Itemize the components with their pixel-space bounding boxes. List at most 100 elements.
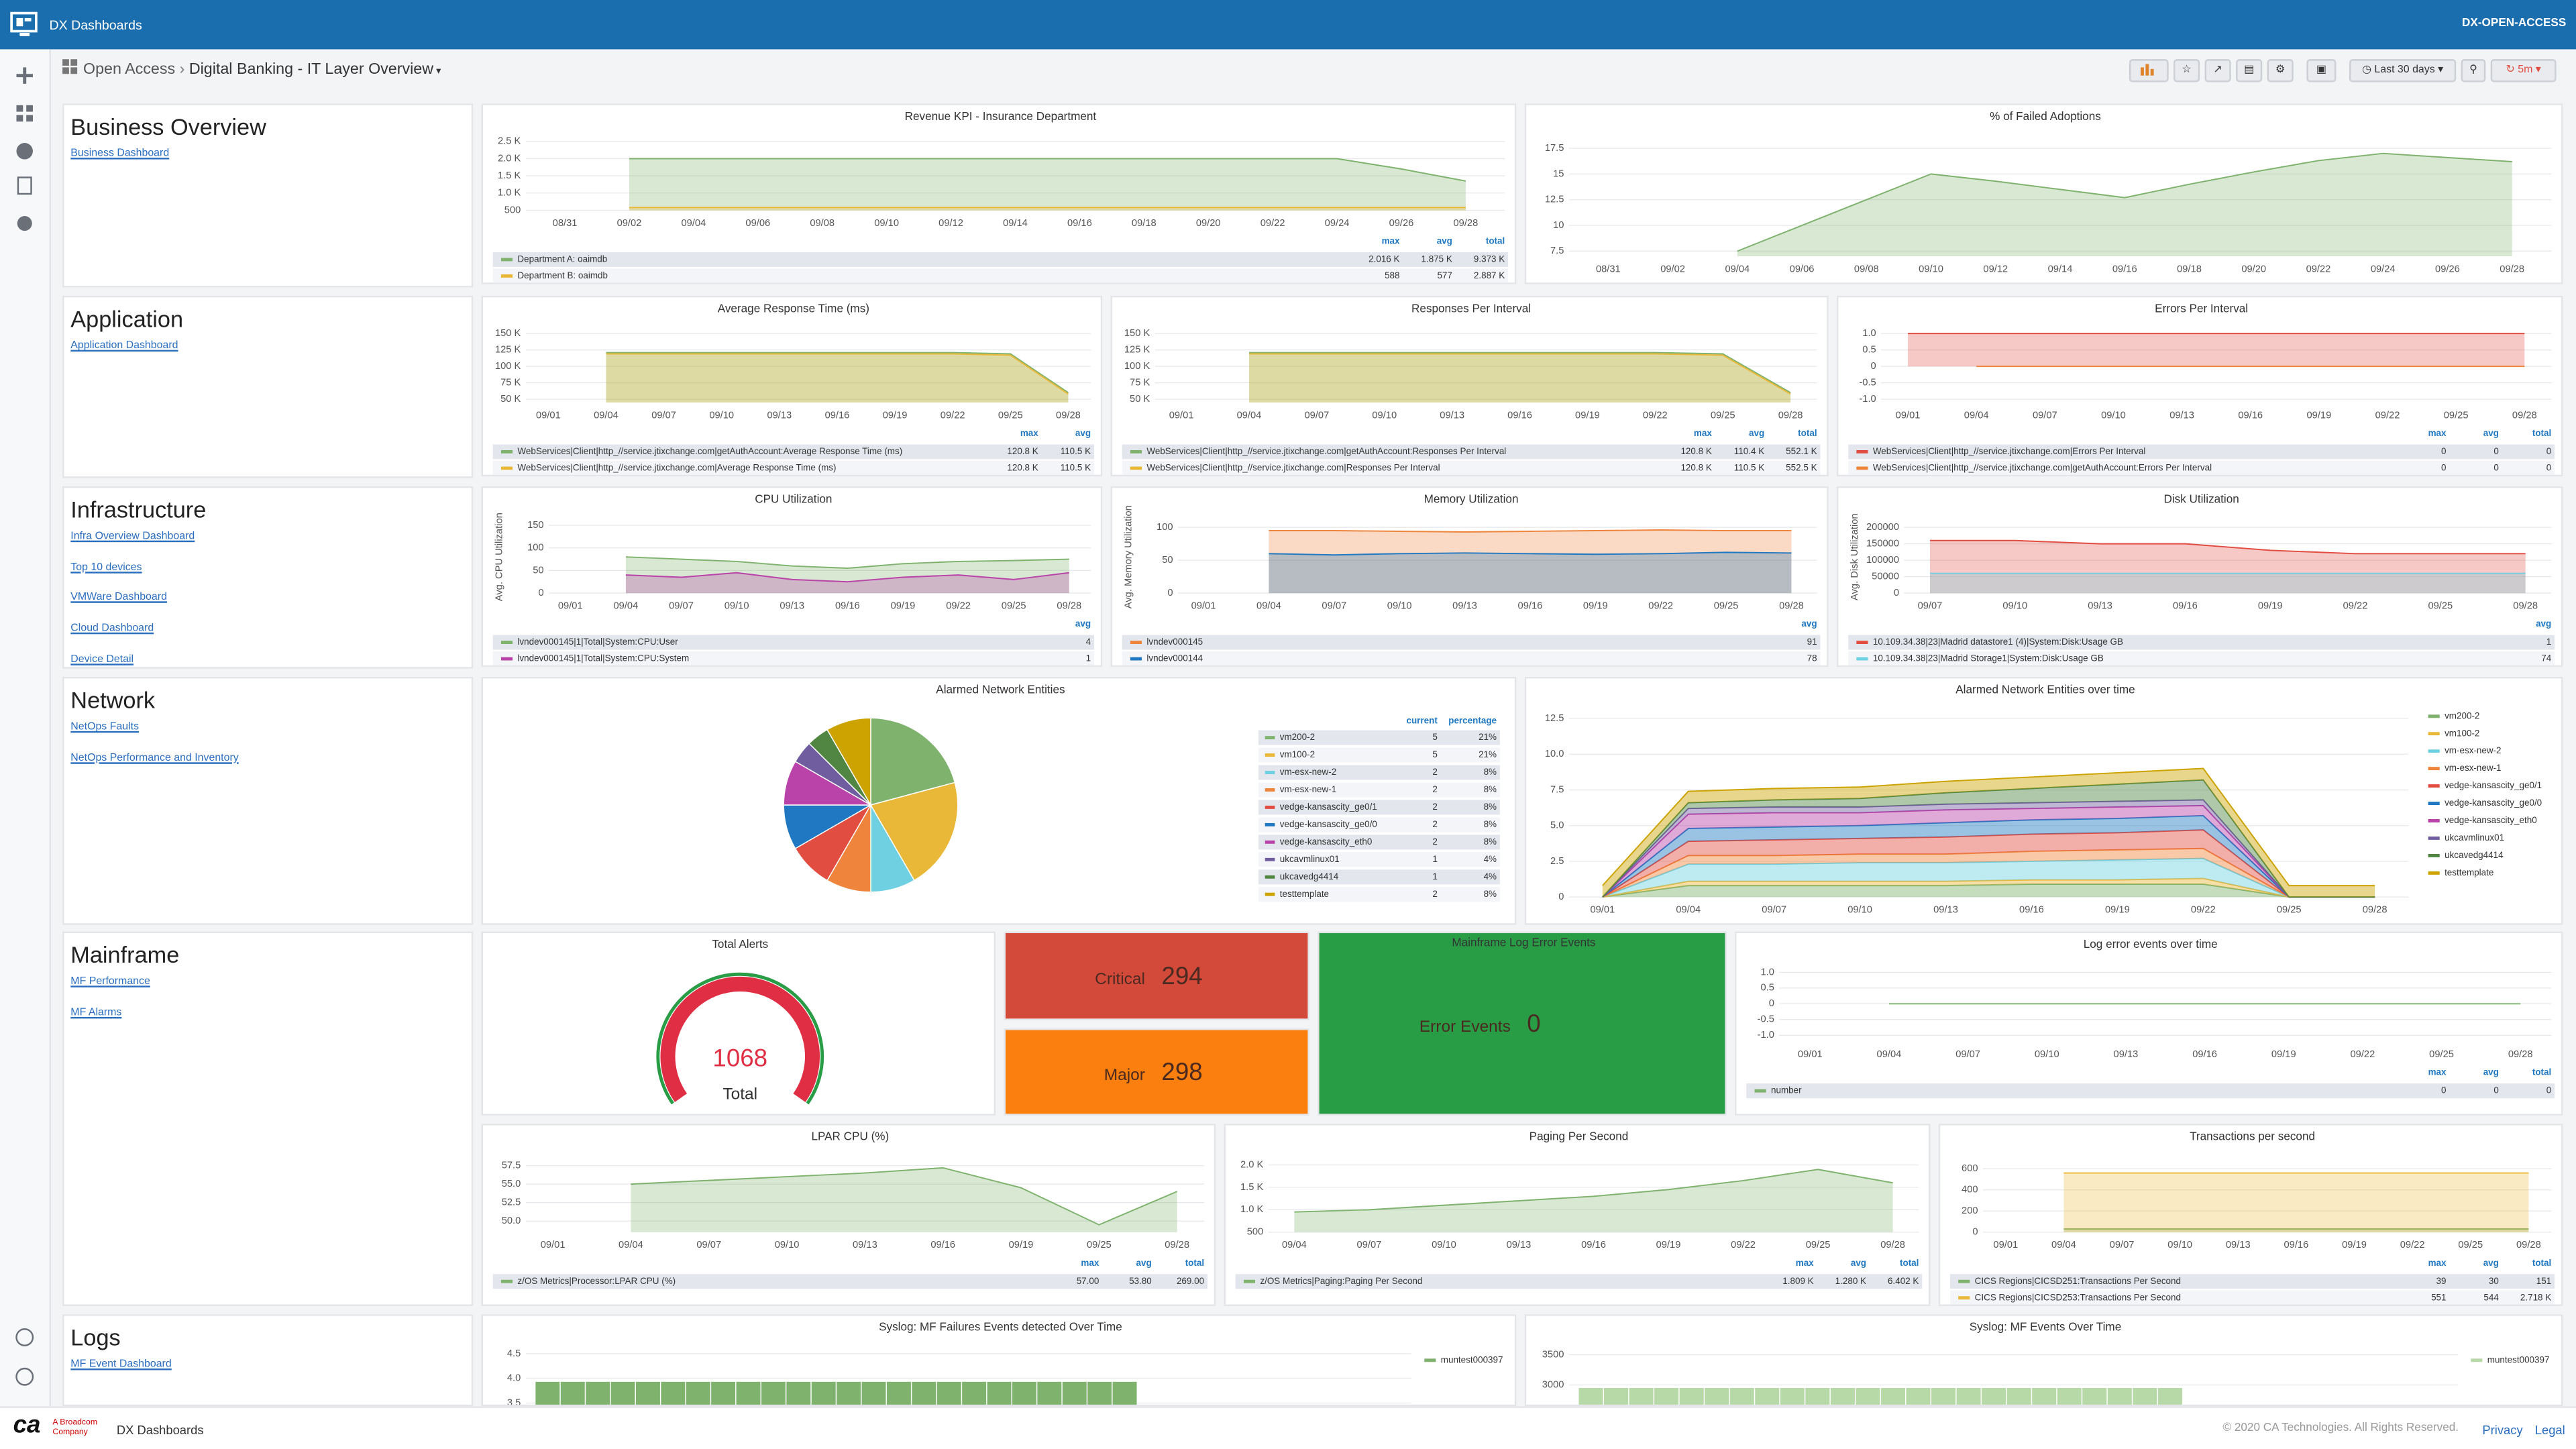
breadcrumb-root[interactable]: Open Access — [83, 60, 176, 79]
x-tick-label: 09/13 — [767, 410, 792, 421]
legend-name: testtemplate — [2445, 867, 2493, 877]
legend-name: lvndev000144 — [1146, 653, 1203, 663]
gauge-value: 1068 — [712, 1044, 767, 1071]
x-tick-label: 09/10 — [1847, 905, 1872, 916]
legend-name: vedge-kansascity_ge0/1 — [1280, 802, 1377, 812]
x-tick-label: 09/22 — [2351, 1049, 2375, 1060]
legend-row — [492, 460, 1095, 475]
x-tick-label: 09/16 — [2173, 601, 2198, 612]
x-tick-label: 09/19 — [891, 601, 916, 612]
x-tick-label: 09/25 — [1806, 1240, 1831, 1250]
section-link[interactable]: Business Dashboard — [70, 148, 170, 160]
stat-background — [1005, 1030, 1308, 1114]
zoom-button[interactable]: ⚲ — [2461, 59, 2486, 83]
add-panel-button[interactable] — [2129, 59, 2169, 83]
legend-value: 551 — [2431, 1292, 2446, 1302]
y-tick-label: 3.5 — [507, 1397, 521, 1406]
section-card: Mainframe MF Performance MF Alarms — [62, 931, 474, 1306]
share-button[interactable]: ↗ — [2204, 59, 2231, 83]
legend-value: 120.8 K — [1680, 463, 1711, 473]
legend-name: vedge-kansascity_ge0/1 — [2445, 780, 2542, 790]
section-link[interactable]: MF Alarms — [70, 1006, 122, 1018]
legend-name: Department B: oaimdb — [517, 270, 608, 280]
y-tick-label: 10.0 — [1545, 749, 1564, 759]
refresh-button[interactable]: ↻ 5m ▾ — [2490, 59, 2557, 83]
logo — [10, 11, 38, 36]
legend-row — [1122, 651, 1821, 665]
bar — [1012, 1381, 1036, 1405]
section-link[interactable]: Cloud Dashboard — [70, 623, 154, 635]
panel-chart: Log error events over time -1.0 -0.5 0 0.5 1.… — [1746, 937, 2555, 1099]
legend-header: total — [2532, 428, 2551, 438]
section-link[interactable]: Application Dashboard — [70, 339, 178, 352]
dashboard-title[interactable]: Digital Banking - IT Layer Overview — [189, 60, 434, 79]
user-name[interactable]: DX-OPEN-ACCESS — [2462, 17, 2567, 30]
refresh-interval: 5m — [2518, 64, 2533, 76]
save-button[interactable]: ▤ — [2236, 59, 2263, 83]
x-tick-label: 09/04 — [594, 410, 619, 421]
tv-button[interactable]: ▣ — [2306, 59, 2337, 83]
legend-value: 1 — [2546, 637, 2551, 647]
legend-name: CICS Regions|CICSD253:Transactions Per S… — [1975, 1292, 2181, 1302]
section-card: Logs MF Event Dashboard — [62, 1314, 474, 1407]
section-link[interactable]: Infra Overview Dashboard — [70, 531, 195, 543]
x-tick-label: 09/06 — [1790, 264, 1815, 275]
x-tick-label: 09/25 — [1087, 1240, 1112, 1250]
y-tick-label: 50 K — [1130, 394, 1150, 405]
y-tick-label: 0 — [1894, 588, 1899, 598]
x-tick-label: 09/13 — [780, 601, 804, 612]
brand: DX Dashboards — [116, 1422, 204, 1438]
y-tick-label: 5.0 — [1550, 820, 1564, 831]
x-tick-label: 09/10 — [1432, 1240, 1456, 1250]
legend-name: WebServices|Client|http_//service.jtixch… — [1146, 463, 1440, 473]
legend-value: 6.402 K — [1888, 1276, 1919, 1286]
panel-chart: Syslog: MF Events Over Time 3000 3500 munte… — [1542, 1320, 2550, 1405]
series-area — [1294, 1169, 1893, 1232]
x-tick-label: 09/07 — [2033, 410, 2057, 421]
nav-icons[interactable] — [0, 49, 49, 1406]
y-tick-label: 55.0 — [502, 1179, 521, 1189]
x-tick-label: 09/10 — [2101, 410, 2126, 421]
section-link[interactable]: NetOps Faults — [70, 721, 140, 733]
section-link[interactable]: MF Event Dashboard — [70, 1358, 172, 1371]
series-line — [1929, 539, 2526, 555]
legend-value: 544 — [2483, 1292, 2499, 1302]
x-tick-label: 09/19 — [2258, 601, 2283, 612]
legend-name: vedge-kansascity_ge0/0 — [2445, 798, 2542, 808]
section-link[interactable]: Device Detail — [70, 653, 134, 665]
legal-link[interactable]: Legal — [2534, 1422, 2565, 1438]
time-range-button[interactable]: ◷ Last 30 days ▾ — [2349, 59, 2457, 83]
panel: Alarmed Network Entities current percentag… — [481, 676, 1517, 925]
x-tick-label: 09/14 — [2048, 264, 2073, 275]
bar — [661, 1381, 686, 1405]
x-tick-label: 09/10 — [1372, 410, 1397, 421]
x-tick-label: 09/06 — [745, 218, 770, 229]
section-link[interactable]: Top 10 devices — [70, 561, 142, 573]
legend-value: 1 — [1432, 871, 1437, 881]
bar — [2082, 1387, 2107, 1405]
bar — [2057, 1387, 2082, 1405]
section-link[interactable]: NetOps Performance and Inventory — [70, 751, 239, 764]
series-area — [1602, 883, 2375, 898]
panel-title: Revenue KPI - Insurance Department — [905, 109, 1097, 123]
panel-chart: LPAR CPU (%) 50.0 52.5 55.0 57.5 09/01 09/04 09… — [492, 1130, 1208, 1289]
star-button[interactable]: ☆ — [2174, 59, 2200, 83]
x-tick-label: 09/28 — [1056, 410, 1081, 421]
legend-name: lvndev000145|1|Total|System:CPU:System — [517, 653, 689, 663]
legend-header: total — [1486, 236, 1505, 246]
bar — [1982, 1387, 2006, 1405]
y-tick-label: -0.5 — [1859, 377, 1876, 388]
settings-button[interactable]: ⚙ — [2267, 59, 2294, 83]
bar — [635, 1381, 660, 1405]
x-tick-label: 09/02 — [1660, 264, 1685, 275]
legend-row — [1258, 887, 1500, 902]
x-tick-label: 09/16 — [2112, 264, 2137, 275]
y-tick-label: 4.0 — [507, 1373, 521, 1384]
bar — [1956, 1387, 1981, 1405]
section-link[interactable]: VMWare Dashboard — [70, 592, 167, 604]
legend-name: muntest000397 — [2487, 1354, 2550, 1364]
privacy-link[interactable]: Privacy — [2482, 1422, 2523, 1438]
section-link[interactable]: MF Performance — [70, 975, 150, 987]
series-line — [1602, 804, 2375, 898]
bar — [686, 1381, 710, 1405]
